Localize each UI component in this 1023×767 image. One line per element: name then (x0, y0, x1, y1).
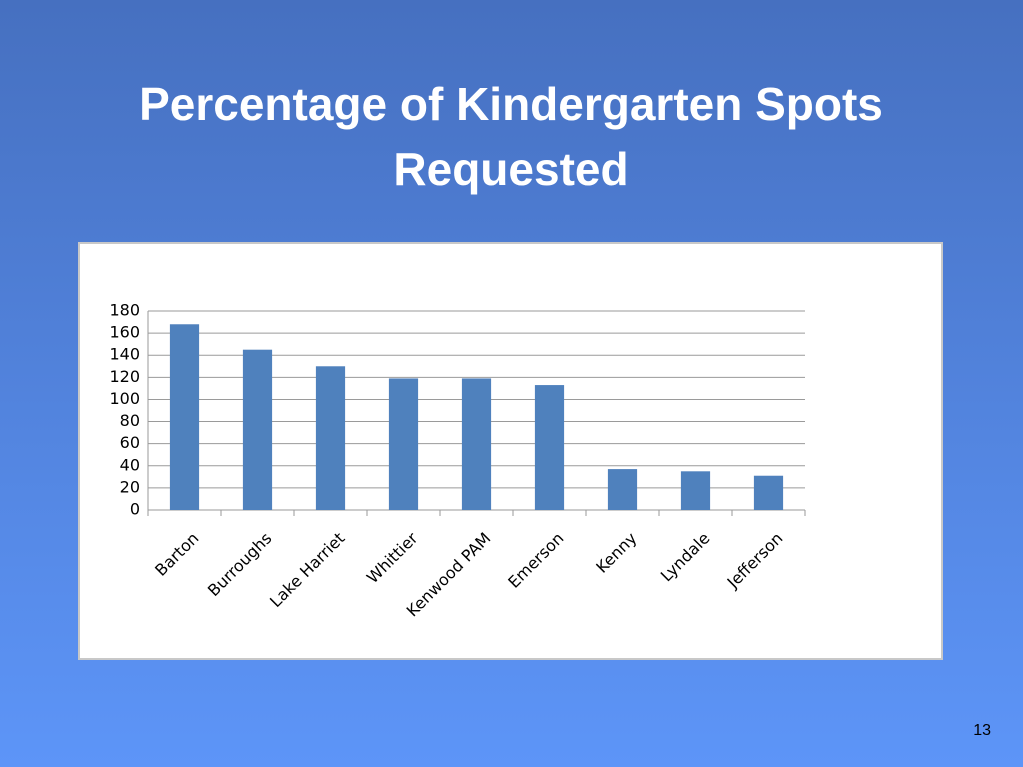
y-tick-label: 80 (120, 411, 140, 430)
bar (753, 475, 784, 510)
y-tick-label: 0 (130, 500, 140, 519)
y-tick-label: 160 (109, 323, 140, 342)
bar (607, 469, 638, 510)
slide-number: 13 (973, 722, 991, 739)
x-tick-label: Kenny (592, 529, 640, 577)
x-tick-label: Jefferson (723, 529, 787, 593)
bar (242, 349, 273, 510)
x-tick-label: Whittier (363, 528, 422, 587)
bar (680, 471, 711, 510)
bar (388, 378, 419, 510)
x-tick-label: Barton (151, 529, 202, 580)
y-tick-label: 140 (109, 345, 140, 364)
y-tick-label: 120 (109, 367, 140, 386)
bar (461, 378, 492, 510)
bar (169, 324, 200, 510)
y-tick-label: 40 (120, 455, 140, 474)
x-tick-label: Lyndale (657, 529, 714, 586)
x-tick-label: Burroughs (204, 529, 276, 601)
x-tick-label: Emerson (504, 529, 567, 592)
chart-frame (78, 242, 943, 660)
bar (315, 366, 346, 510)
y-tick-label: 100 (109, 389, 140, 408)
y-tick-label: 180 (109, 301, 140, 320)
bar (534, 385, 565, 510)
slide-title: Percentage of Kindergarten Spots Request… (139, 78, 883, 195)
y-tick-label: 20 (120, 477, 140, 496)
y-tick-label: 60 (120, 433, 140, 452)
x-tick-label: Lake Harriet (266, 529, 348, 611)
